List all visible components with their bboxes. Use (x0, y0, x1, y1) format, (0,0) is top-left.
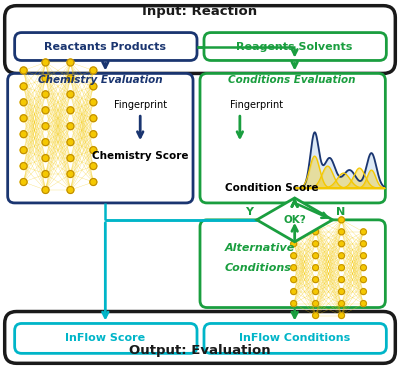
Circle shape (338, 289, 344, 294)
Text: InFlow Score: InFlow Score (65, 333, 145, 343)
Circle shape (360, 277, 366, 283)
FancyBboxPatch shape (204, 323, 386, 353)
Text: Conditions Evaluation: Conditions Evaluation (228, 75, 356, 85)
Circle shape (360, 289, 366, 294)
Circle shape (313, 277, 318, 283)
Circle shape (20, 67, 27, 74)
Circle shape (90, 131, 97, 138)
Text: Fingerprint: Fingerprint (114, 100, 167, 110)
Circle shape (90, 146, 97, 153)
Circle shape (20, 115, 27, 122)
Text: InFlow Conditions: InFlow Conditions (239, 333, 350, 343)
FancyBboxPatch shape (204, 33, 386, 60)
Text: Reagents Solvents: Reagents Solvents (236, 42, 353, 52)
Circle shape (42, 107, 49, 114)
Circle shape (42, 75, 49, 82)
Circle shape (338, 277, 344, 283)
Circle shape (291, 229, 297, 235)
Circle shape (338, 241, 344, 247)
Circle shape (90, 83, 97, 90)
FancyBboxPatch shape (200, 74, 385, 203)
Circle shape (67, 75, 74, 82)
Circle shape (67, 170, 74, 177)
Text: Conditions: Conditions (225, 263, 292, 273)
Polygon shape (257, 198, 332, 242)
Circle shape (67, 123, 74, 130)
FancyBboxPatch shape (5, 6, 395, 74)
Circle shape (90, 67, 97, 74)
Circle shape (20, 178, 27, 185)
Circle shape (313, 241, 318, 247)
Circle shape (42, 155, 49, 162)
FancyBboxPatch shape (5, 312, 395, 363)
Circle shape (291, 241, 297, 247)
Circle shape (313, 301, 318, 307)
Circle shape (90, 163, 97, 170)
Text: Output: Evaluation: Output: Evaluation (129, 344, 271, 357)
Circle shape (360, 301, 366, 307)
Circle shape (313, 312, 318, 318)
Circle shape (338, 301, 344, 307)
FancyBboxPatch shape (15, 323, 197, 353)
Circle shape (20, 163, 27, 170)
Text: Alternative: Alternative (225, 243, 295, 253)
Circle shape (338, 229, 344, 235)
Text: Y: Y (245, 207, 253, 217)
Circle shape (313, 229, 318, 235)
Circle shape (67, 139, 74, 146)
Circle shape (90, 115, 97, 122)
Circle shape (313, 289, 318, 294)
Text: Chemistry Score: Chemistry Score (92, 151, 188, 161)
Text: Condition Score: Condition Score (225, 183, 318, 193)
Circle shape (67, 155, 74, 162)
Text: Input: Reaction: Input: Reaction (142, 5, 258, 18)
Circle shape (42, 139, 49, 146)
Circle shape (338, 253, 344, 259)
FancyBboxPatch shape (15, 33, 197, 60)
FancyBboxPatch shape (8, 74, 193, 203)
Circle shape (291, 301, 297, 307)
Circle shape (313, 253, 318, 259)
Circle shape (313, 265, 318, 271)
Circle shape (90, 178, 97, 185)
Circle shape (360, 241, 366, 247)
Text: Reactants Products: Reactants Products (44, 42, 166, 52)
Circle shape (360, 229, 366, 235)
Circle shape (20, 83, 27, 90)
Circle shape (360, 253, 366, 259)
Circle shape (42, 187, 49, 194)
Circle shape (67, 107, 74, 114)
Circle shape (291, 265, 297, 271)
Text: Fingerprint: Fingerprint (230, 100, 283, 110)
Text: Chemistry Evaluation: Chemistry Evaluation (38, 75, 163, 85)
Circle shape (20, 99, 27, 106)
Circle shape (42, 123, 49, 130)
FancyBboxPatch shape (200, 220, 385, 308)
Circle shape (90, 99, 97, 106)
Circle shape (338, 217, 344, 223)
Circle shape (67, 59, 74, 66)
Text: OK?: OK? (283, 215, 306, 225)
Circle shape (291, 277, 297, 283)
Circle shape (67, 91, 74, 98)
Circle shape (20, 131, 27, 138)
Circle shape (338, 265, 344, 271)
Circle shape (291, 253, 297, 259)
Text: N: N (336, 207, 345, 217)
Circle shape (313, 217, 318, 223)
Circle shape (20, 146, 27, 153)
Circle shape (291, 289, 297, 294)
Circle shape (42, 91, 49, 98)
Circle shape (338, 312, 344, 318)
Circle shape (67, 187, 74, 194)
Circle shape (42, 59, 49, 66)
Circle shape (42, 170, 49, 177)
Circle shape (360, 265, 366, 271)
